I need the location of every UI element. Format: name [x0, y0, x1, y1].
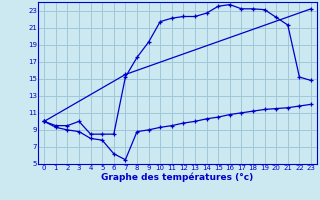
- X-axis label: Graphe des températures (°c): Graphe des températures (°c): [101, 173, 254, 182]
